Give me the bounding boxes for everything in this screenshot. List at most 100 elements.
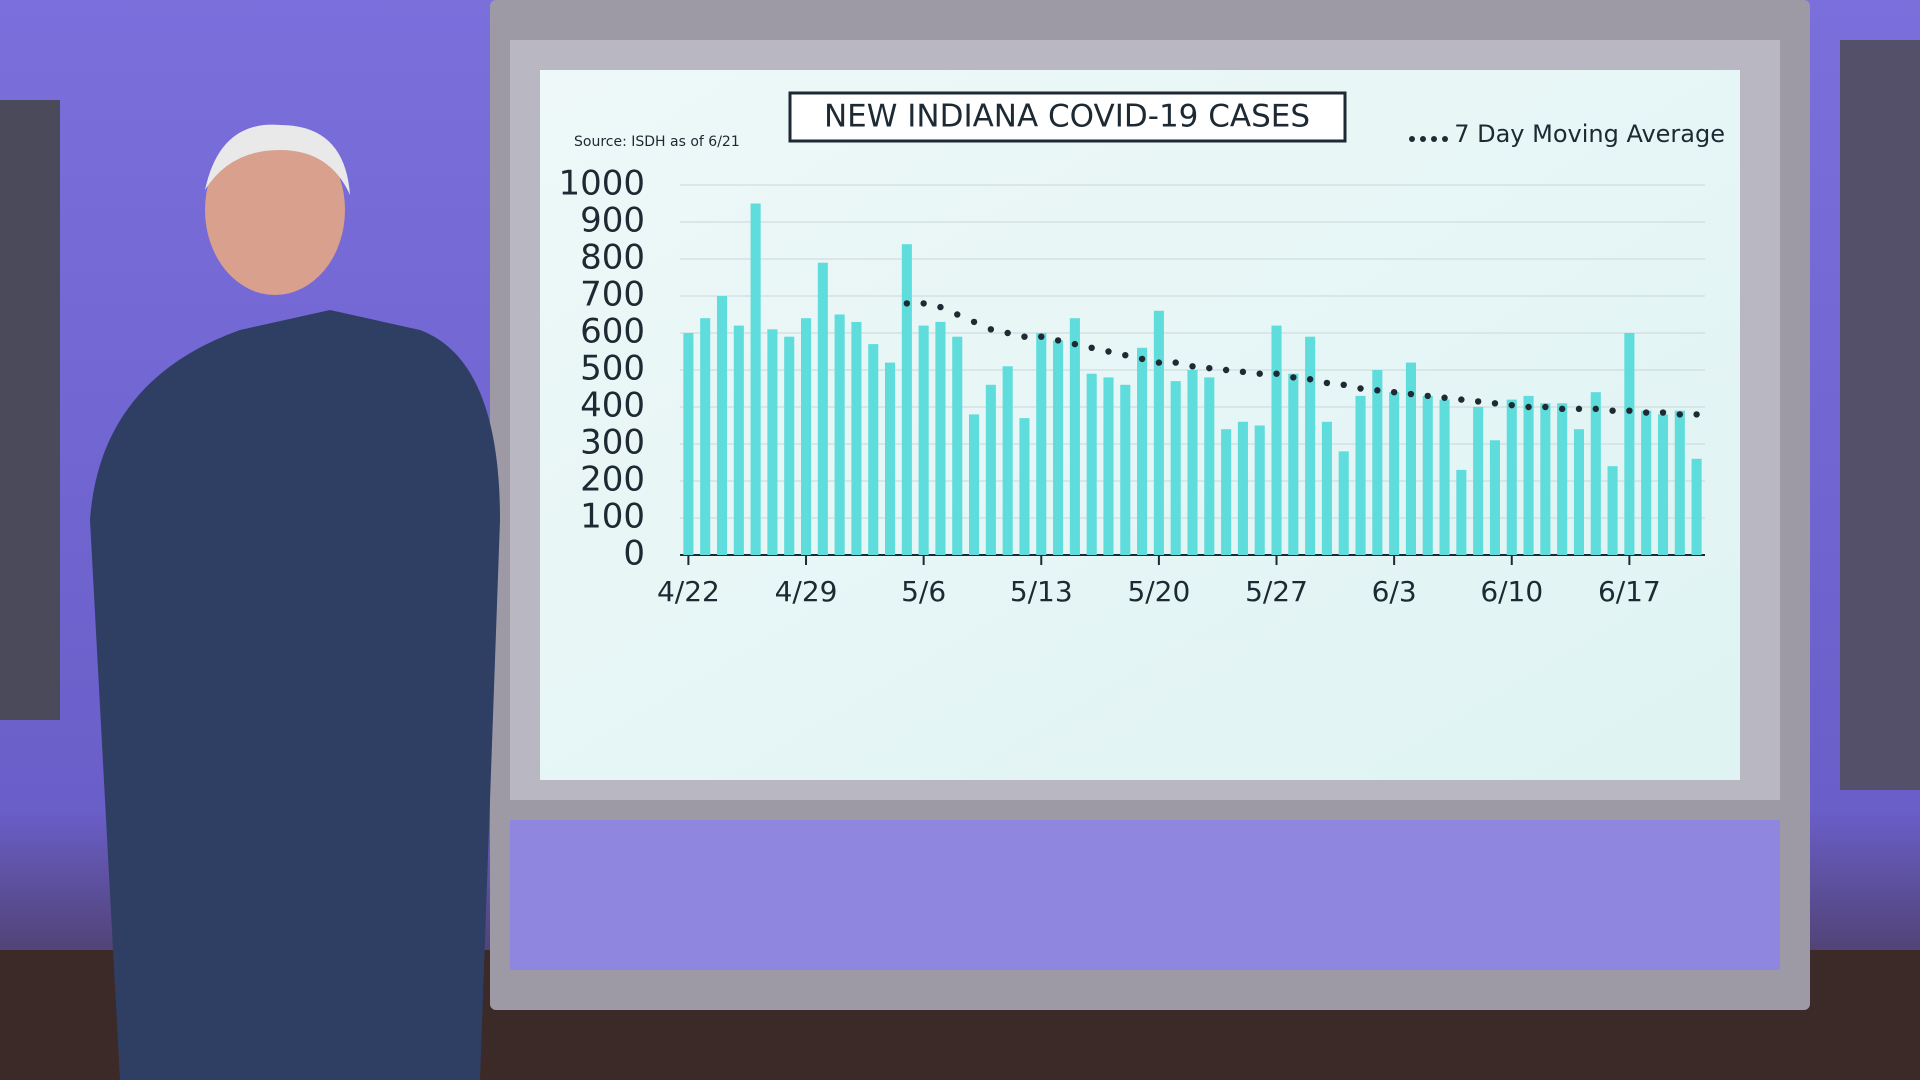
bar: [1473, 407, 1484, 555]
bar: [969, 414, 980, 555]
moving-average-dot: [1390, 389, 1398, 396]
moving-average-dot: [970, 318, 978, 326]
bar: [1204, 377, 1215, 555]
bar: [1187, 370, 1198, 555]
moving-average-dot: [1323, 379, 1331, 387]
moving-average-dot: [1659, 409, 1667, 416]
bar: [1321, 421, 1332, 555]
moving-average-dot: [1071, 340, 1079, 348]
bar: [767, 329, 778, 555]
bar: [1573, 429, 1585, 555]
bar: [1002, 366, 1013, 555]
bar: [885, 362, 896, 555]
bar: [1237, 421, 1248, 555]
moving-average-dot: [1239, 368, 1247, 376]
moving-average-dot: [1021, 333, 1028, 340]
title-box: [788, 91, 1347, 143]
lower-panel: [510, 820, 1780, 970]
x-tick-label: 6/3: [1372, 575, 1417, 608]
bar: [935, 321, 946, 555]
bar: [851, 321, 862, 555]
bar: [1086, 373, 1097, 555]
y-tick-label: 100: [580, 497, 645, 537]
bar: [1691, 458, 1702, 555]
bar: [1641, 410, 1652, 555]
moving-average-dot: [1054, 337, 1062, 344]
bar: [1271, 325, 1282, 555]
bar: [1019, 418, 1030, 555]
y-tick-label: 500: [580, 349, 645, 389]
moving-average-dot: [1340, 381, 1347, 388]
moving-average-dot: [954, 311, 961, 318]
bar: [716, 296, 728, 555]
moving-average-dot: [937, 303, 944, 311]
moving-average-dot: [1155, 359, 1163, 366]
moving-average-dot: [1693, 411, 1700, 418]
bar: [1540, 403, 1551, 555]
moving-average-dot: [1458, 396, 1465, 403]
bar: [1053, 340, 1064, 555]
bar: [868, 344, 879, 555]
bar: [733, 325, 744, 555]
bar: [1624, 333, 1635, 555]
y-tick-label: 700: [580, 275, 645, 315]
moving-average-dot: [1357, 385, 1364, 392]
moving-average-dot: [1105, 348, 1112, 355]
bar: [1674, 410, 1685, 555]
bar: [1557, 403, 1568, 555]
x-tick-label: 4/29: [775, 575, 838, 608]
moving-average-dot: [1290, 374, 1297, 381]
bar: [834, 314, 845, 555]
presenter-suit: [90, 310, 500, 1080]
y-tick-label: 800: [580, 238, 645, 278]
moving-average-dot: [1138, 355, 1146, 363]
moving-average-dot: [1575, 405, 1583, 413]
moving-average-dot: [1491, 400, 1499, 407]
bar: [1103, 377, 1114, 555]
moving-average-dot: [987, 326, 995, 333]
bar: [1657, 414, 1669, 555]
moving-average-dot: [1222, 366, 1230, 374]
moving-average-dot: [1525, 403, 1532, 411]
moving-average-dot: [1592, 405, 1599, 413]
bar: [901, 244, 912, 555]
bar: [1456, 469, 1467, 555]
moving-average-dot: [1256, 370, 1263, 377]
moving-average-dot: [1558, 405, 1566, 413]
x-tick-label: 5/20: [1127, 575, 1190, 608]
bar: [750, 203, 761, 555]
x-tick-label: 6/10: [1480, 575, 1543, 608]
moving-average-dot: [1508, 401, 1515, 409]
bar: [1254, 425, 1265, 555]
moving-average-dot: [1642, 409, 1650, 416]
moving-average-dot: [1273, 370, 1280, 377]
bar: [1288, 373, 1299, 555]
x-tick-label: 5/27: [1245, 575, 1308, 608]
bar: [1523, 395, 1534, 555]
y-tick-label: 600: [580, 312, 645, 352]
legend-marker: [1442, 136, 1448, 142]
moving-average-dot: [1172, 359, 1179, 366]
bar: [1338, 451, 1349, 555]
bar: [1422, 395, 1433, 555]
bar: [1590, 392, 1601, 555]
bar: [985, 384, 996, 555]
moving-average-dot: [903, 300, 911, 307]
chart-title: NEW INDIANA COVID-19 CASES: [824, 99, 1310, 135]
moving-average-dot: [1122, 352, 1129, 359]
moving-average-dot: [1407, 390, 1415, 398]
moving-average-dot: [1088, 344, 1095, 351]
legend-label: 7 Day Moving Average: [1454, 120, 1725, 148]
bar: [1069, 318, 1080, 555]
y-tick-label: 200: [580, 460, 645, 500]
moving-average-dot: [1609, 407, 1616, 414]
bar: [918, 325, 929, 555]
moving-average-dot: [1441, 394, 1448, 401]
bar: [1120, 384, 1131, 555]
moving-average-dot: [1374, 387, 1381, 394]
y-tick-label: 400: [580, 386, 645, 426]
bar: [800, 318, 812, 555]
x-tick-label: 5/6: [901, 575, 946, 608]
bar: [1372, 370, 1383, 555]
